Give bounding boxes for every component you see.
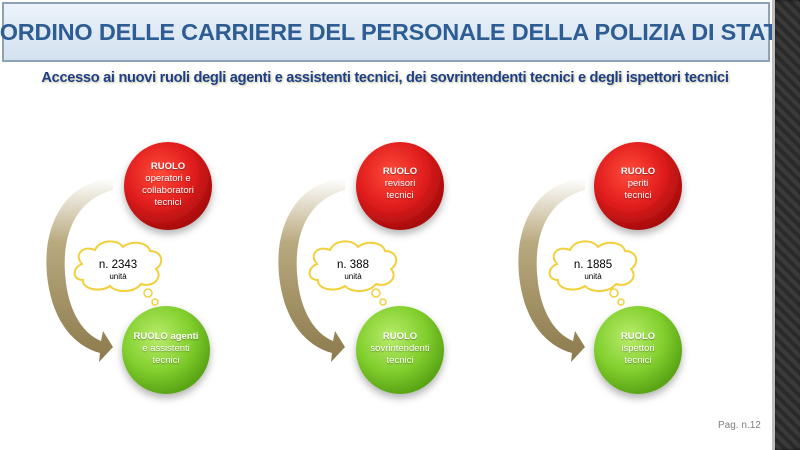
thought-bubble-dot bbox=[609, 288, 619, 298]
to-role-label: RUOLO sovrintendenti tecnici bbox=[357, 331, 443, 367]
thought-cloud-icon bbox=[308, 240, 398, 292]
decorative-side-strip bbox=[772, 0, 800, 450]
from-role-circle bbox=[594, 142, 682, 230]
title-bar: RIORDINO DELLE CARRIERE DEL PERSONALE DE… bbox=[0, 2, 796, 62]
role-line: collaboratori bbox=[142, 185, 194, 196]
from-role-circle bbox=[356, 142, 444, 230]
count-label: n. 2343 unità bbox=[98, 259, 138, 281]
to-role-circle bbox=[356, 306, 444, 394]
group-1 bbox=[46, 142, 212, 394]
page-title: RIORDINO DELLE CARRIERE DEL PERSONALE DE… bbox=[0, 18, 796, 45]
curved-arrow-icon bbox=[46, 178, 113, 362]
thought-bubble-dot bbox=[151, 298, 159, 306]
to-role-circle bbox=[122, 306, 210, 394]
thought-bubble-dot bbox=[379, 298, 387, 306]
role-line: sovrintendenti bbox=[370, 343, 430, 354]
role-line: periti bbox=[627, 178, 649, 189]
curved-arrow-icon bbox=[518, 178, 585, 362]
role-line: ispettori bbox=[621, 343, 655, 354]
role-line: revisori bbox=[384, 178, 416, 189]
role-line: tecnici bbox=[386, 190, 414, 201]
from-role-label: RUOLO revisori tecnici bbox=[357, 166, 443, 202]
thought-bubble-dot bbox=[617, 298, 625, 306]
role-line: tecnici bbox=[152, 355, 180, 366]
count-label: n. 1885 unità bbox=[573, 259, 613, 281]
role-line: e assistenti bbox=[142, 343, 190, 354]
from-role-label: RUOLO operatori e collaboratori tecnici bbox=[125, 161, 211, 209]
from-role-label: RUOLO periti tecnici bbox=[595, 166, 681, 202]
to-role-label: RUOLO ispettori tecnici bbox=[595, 331, 681, 367]
roles-diagram bbox=[46, 142, 682, 394]
page-subtitle: Accesso ai nuovi ruoli degli agenti e as… bbox=[41, 70, 729, 86]
group-3 bbox=[518, 142, 682, 394]
role-line: tecnici bbox=[386, 355, 414, 366]
side-strip-edge bbox=[772, 0, 775, 450]
from-role-circle bbox=[124, 142, 212, 230]
role-line: tecnici bbox=[154, 197, 182, 208]
thought-bubble-dot bbox=[371, 288, 381, 298]
role-line: tecnici bbox=[624, 355, 652, 366]
group-2 bbox=[278, 142, 444, 394]
to-role-label: RUOLO agenti e assistenti tecnici bbox=[123, 331, 209, 367]
role-line: tecnici bbox=[624, 190, 652, 201]
curved-arrow-icon bbox=[278, 178, 345, 362]
thought-cloud-icon bbox=[73, 240, 163, 292]
role-line: operatori e bbox=[145, 173, 191, 184]
thought-bubble-dot bbox=[143, 288, 153, 298]
to-role-circle bbox=[594, 306, 682, 394]
page-number: Pag. n.12 bbox=[718, 420, 761, 431]
thought-cloud-icon bbox=[548, 240, 638, 292]
count-label: n. 388 unità bbox=[337, 259, 369, 281]
